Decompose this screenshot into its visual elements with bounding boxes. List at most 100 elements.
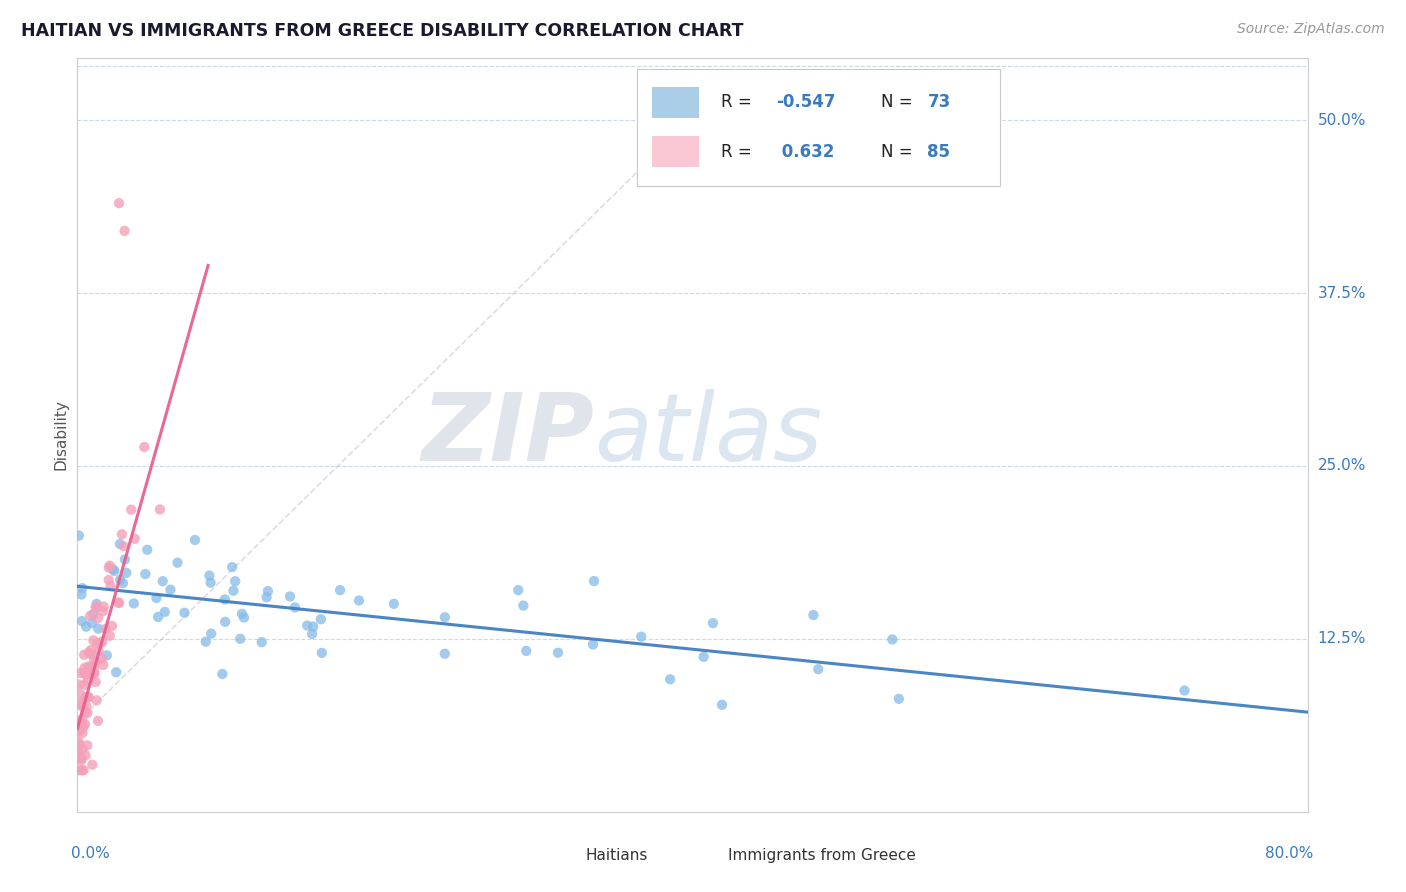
Text: 0.632: 0.632 (776, 144, 835, 161)
Point (91, 651, 114, 665)
Point (711, 698, 734, 712)
Point (72, 720, 94, 734)
Point (311, 646, 333, 660)
Point (84, 600, 107, 615)
Point (83, 666, 105, 681)
Point (512, 599, 534, 613)
Point (108, 573, 131, 587)
Point (87, 714, 110, 728)
Text: 85: 85 (928, 144, 950, 161)
Text: 80.0%: 80.0% (1265, 846, 1313, 861)
Text: R =: R = (721, 94, 756, 112)
Point (97, 560, 120, 574)
Point (77, 690, 100, 704)
Point (91, 604, 114, 618)
Point (309, 612, 332, 626)
Point (166, 556, 188, 570)
Point (96, 648, 118, 663)
Point (67, 746, 90, 760)
Point (66, 714, 89, 728)
Point (80, 647, 103, 661)
Point (79, 660, 101, 674)
Point (70, 763, 93, 777)
Point (76, 706, 98, 720)
Point (107, 595, 129, 609)
Text: -0.547: -0.547 (776, 94, 835, 112)
Point (214, 615, 236, 629)
Text: HAITIAN VS IMMIGRANTS FROM GREECE DISABILITY CORRELATION CHART: HAITIAN VS IMMIGRANTS FROM GREECE DISABI… (21, 22, 744, 40)
Point (211, 667, 233, 681)
Point (67, 528, 90, 542)
Point (807, 662, 830, 676)
Point (433, 647, 456, 661)
Point (222, 583, 245, 598)
Point (159, 582, 181, 597)
Point (198, 568, 221, 582)
Point (75, 748, 97, 763)
FancyBboxPatch shape (637, 70, 1000, 186)
Point (67, 715, 90, 730)
Point (145, 591, 167, 605)
Point (72, 763, 94, 777)
Point (67, 677, 90, 691)
Point (134, 440, 156, 454)
Point (100, 579, 122, 593)
Point (76, 673, 98, 688)
Text: ZIP: ZIP (422, 389, 595, 481)
Point (221, 560, 243, 574)
Point (882, 632, 904, 647)
Text: 12.5%: 12.5% (1317, 632, 1365, 647)
Point (124, 532, 146, 546)
Point (70, 614, 93, 628)
Point (75, 698, 97, 713)
Point (98, 629, 121, 643)
Point (67, 734, 90, 748)
Point (146, 610, 169, 624)
Point (214, 592, 236, 607)
Point (77, 659, 100, 673)
Point (69, 687, 91, 701)
Point (382, 597, 405, 611)
Point (887, 691, 910, 706)
Text: R =: R = (721, 144, 756, 161)
Point (73, 648, 96, 662)
Point (84, 674, 107, 689)
Point (80, 660, 103, 674)
Point (547, 646, 569, 660)
Point (115, 566, 138, 580)
Point (86, 693, 108, 707)
Point (301, 627, 323, 641)
Point (112, 539, 135, 553)
Y-axis label: Disability: Disability (53, 400, 69, 470)
Point (86, 597, 108, 611)
Point (70, 718, 93, 732)
Point (82, 757, 104, 772)
Point (232, 610, 254, 624)
Point (257, 584, 280, 599)
Point (73, 678, 96, 692)
Point (200, 626, 222, 640)
Point (256, 591, 278, 605)
Point (173, 606, 195, 620)
Point (70, 712, 93, 726)
Point (83, 652, 105, 666)
Point (134, 567, 156, 582)
FancyBboxPatch shape (652, 87, 699, 119)
Text: 0.0%: 0.0% (72, 846, 110, 861)
Point (122, 597, 145, 611)
Point (67, 698, 90, 712)
Point (82, 633, 104, 648)
Text: N =: N = (880, 144, 918, 161)
Point (347, 593, 370, 607)
Point (329, 583, 352, 598)
Point (1174, 683, 1197, 698)
Point (69, 750, 91, 764)
Point (70, 723, 93, 737)
Point (77, 690, 100, 705)
Point (82, 607, 104, 621)
Point (295, 618, 318, 632)
Point (87, 611, 110, 625)
Point (229, 632, 252, 646)
Point (433, 610, 456, 624)
Point (76, 739, 98, 753)
